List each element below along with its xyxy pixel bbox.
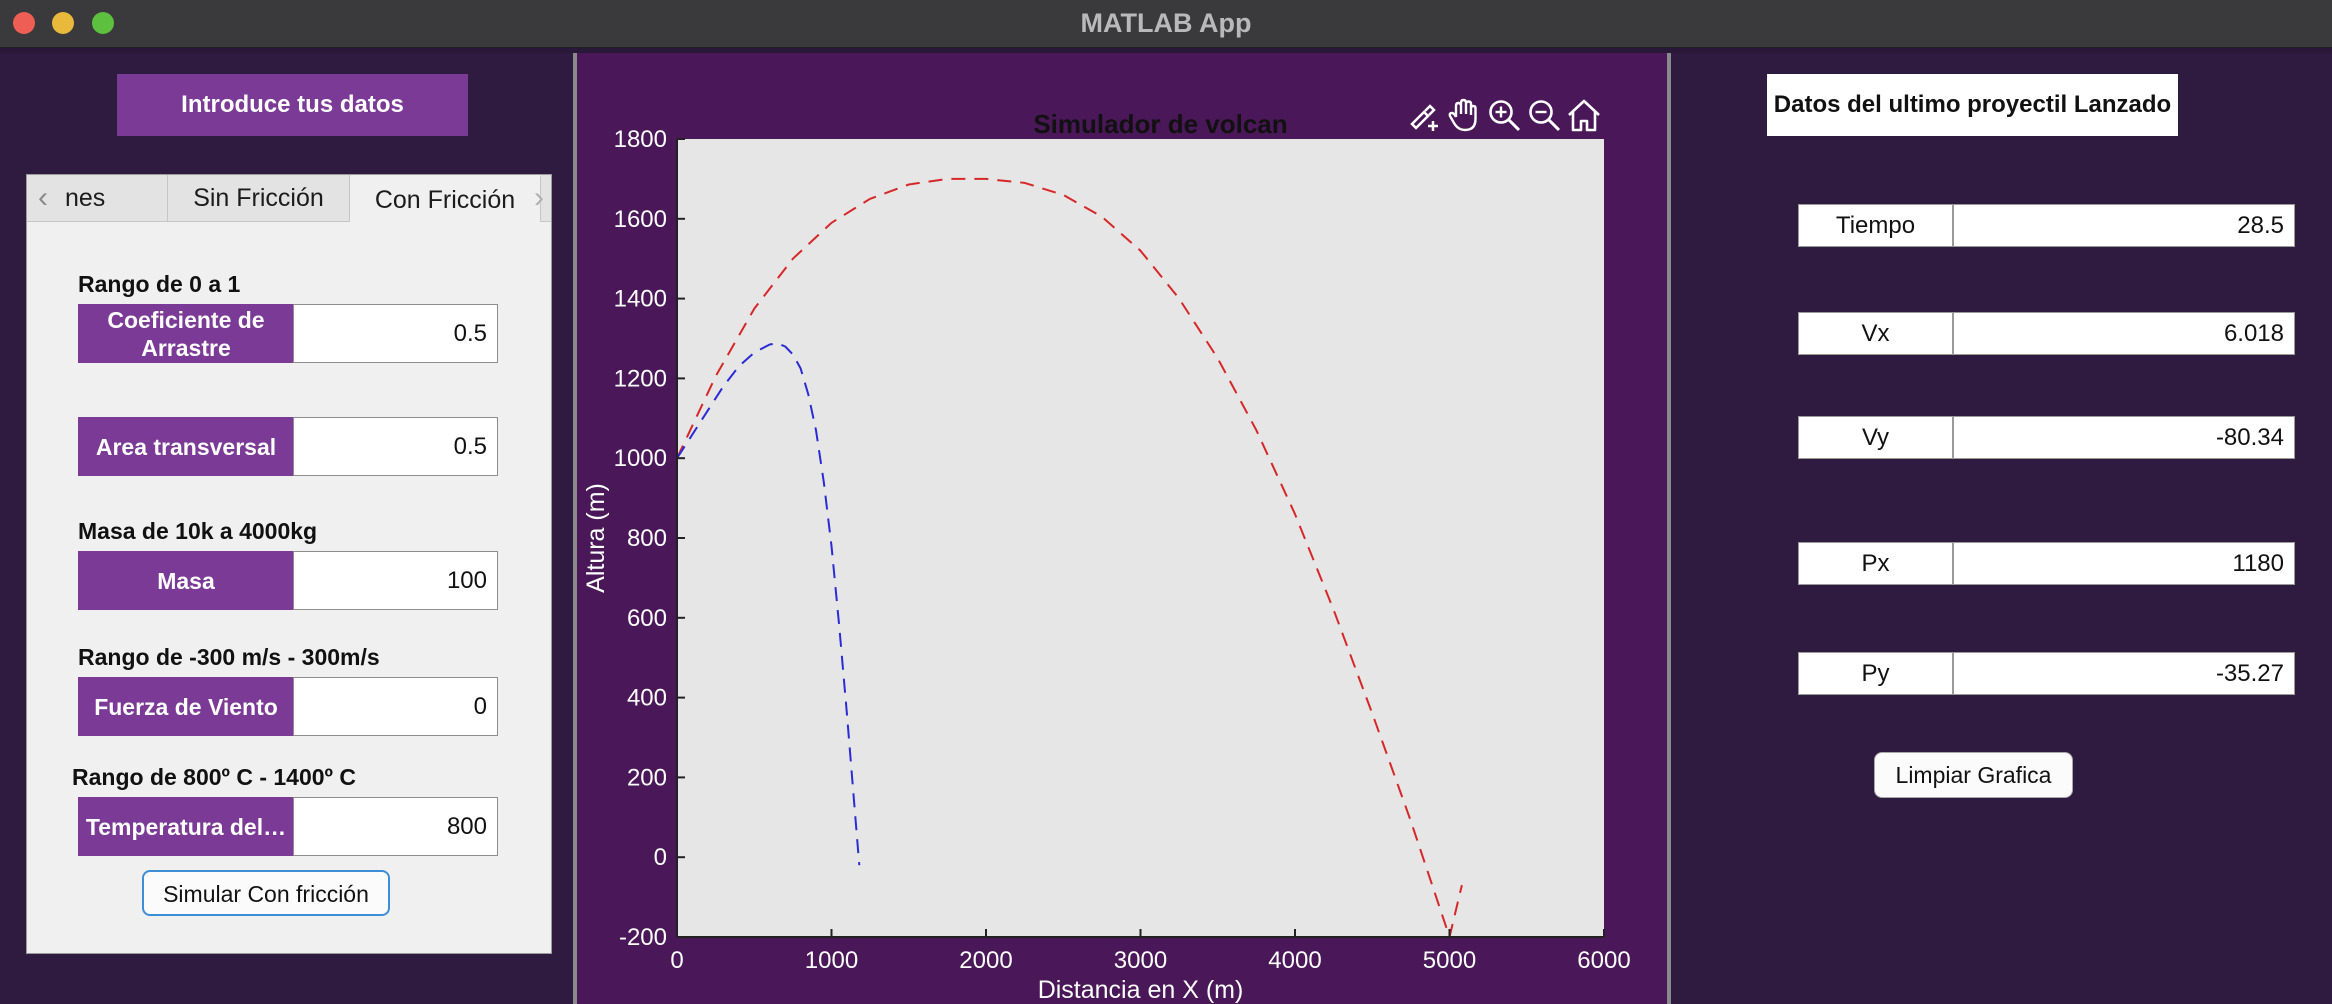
window-title: MATLAB App <box>1080 8 1252 38</box>
right-panel <box>1671 53 2332 1004</box>
range-label-temperature: Rango de 800º C - 1400º C <box>72 764 356 790</box>
y-axis-label: Altura (m) <box>582 483 610 593</box>
zoom-window-button[interactable] <box>92 12 114 34</box>
py-label: Py <box>1798 652 1953 695</box>
range-label-drag: Rango de 0 a 1 <box>78 271 241 297</box>
x-tick-label: 1000 <box>805 947 858 974</box>
drag-coefficient-input[interactable]: 0.5 <box>293 304 498 363</box>
home-icon[interactable] <box>1566 97 1602 133</box>
py-output[interactable]: -35.27 <box>1953 652 2295 695</box>
tab-strip: ‹ nes Sin Fricción Con Fricción › <box>27 175 551 222</box>
tab-sin-friccion[interactable]: Sin Fricción <box>168 175 350 221</box>
simulate-with-friction-button[interactable]: Simular Con fricción <box>142 870 390 916</box>
vy-label: Vy <box>1798 416 1953 459</box>
panel-divider-left[interactable] <box>573 53 577 1004</box>
range-label-mass: Masa de 10k a 4000kg <box>78 518 318 544</box>
mass-label: Masa <box>78 551 294 610</box>
temperature-label: Temperatura del… <box>78 797 294 856</box>
x-tick-label: 3000 <box>1114 947 1167 974</box>
time-output[interactable]: 28.5 <box>1953 204 2295 247</box>
px-output[interactable]: 1180 <box>1953 542 2295 585</box>
temperature-input[interactable]: 800 <box>293 797 498 856</box>
time-label: Tiempo <box>1798 204 1953 247</box>
tab-scroll-left-icon[interactable]: ‹ <box>38 181 48 214</box>
wind-force-input[interactable]: 0 <box>293 677 498 736</box>
chart-title: Simulador de volcan <box>1033 109 1287 139</box>
tab-parameters[interactable]: nes <box>55 175 168 221</box>
px-label: Px <box>1798 542 1953 585</box>
x-tick-label: 0 <box>670 947 683 974</box>
cross-area-label: Area transversal <box>78 417 294 476</box>
clear-graph-button[interactable]: Limpiar Grafica <box>1874 752 2073 798</box>
y-tick-label: 1200 <box>614 365 667 392</box>
tab-con-friccion[interactable]: Con Fricción <box>350 175 541 222</box>
y-tick-label: -200 <box>619 924 667 951</box>
trajectory-chart[interactable]: 0 1000 2000 3000 4000 5000 6000-20002004006008… <box>577 53 1668 1004</box>
mass-input[interactable]: 100 <box>293 551 498 610</box>
panel-divider-right[interactable] <box>1667 53 1671 1004</box>
y-tick-label: 800 <box>627 525 667 552</box>
y-tick-label: 1400 <box>614 286 667 313</box>
vx-label: Vx <box>1798 312 1953 355</box>
minimize-window-button[interactable] <box>52 12 74 34</box>
tab-scroll-right-icon[interactable]: › <box>534 181 544 214</box>
y-tick-label: 1000 <box>614 445 667 472</box>
x-tick-label: 4000 <box>1268 947 1321 974</box>
last-projectile-header: Datos del ultimo proyectil Lanzado <box>1767 74 2178 136</box>
vy-output[interactable]: -80.34 <box>1953 416 2295 459</box>
brush-icon[interactable] <box>1406 97 1442 133</box>
y-tick-label: 600 <box>627 605 667 632</box>
introduce-data-header: Introduce tus datos <box>117 74 468 136</box>
range-label-wind: Rango de -300 m/s - 300m/s <box>78 644 380 670</box>
cross-area-input[interactable]: 0.5 <box>293 417 498 476</box>
vx-output[interactable]: 6.018 <box>1953 312 2295 355</box>
drag-coefficient-label: Coeficiente de Arrastre <box>78 304 294 363</box>
y-tick-label: 400 <box>627 685 667 712</box>
wind-force-label: Fuerza de Viento <box>78 677 294 736</box>
y-tick-label: 200 <box>627 764 667 791</box>
zoom-in-icon[interactable] <box>1486 97 1522 133</box>
x-axis-label: Distancia en X (m) <box>1038 976 1244 1004</box>
zoom-out-icon[interactable] <box>1526 97 1562 133</box>
trajectory-line-1 <box>676 177 1463 938</box>
window-titlebar: MATLAB App <box>0 0 2332 48</box>
x-tick-label: 6000 <box>1577 947 1630 974</box>
plot-area[interactable] <box>677 139 1604 937</box>
close-window-button[interactable] <box>13 12 35 34</box>
y-tick-label: 1800 <box>614 126 667 153</box>
y-tick-label: 1600 <box>614 206 667 233</box>
pan-hand-icon[interactable] <box>1446 97 1482 133</box>
x-tick-label: 2000 <box>959 947 1012 974</box>
y-tick-label: 0 <box>654 844 667 871</box>
x-tick-label: 5000 <box>1423 947 1476 974</box>
